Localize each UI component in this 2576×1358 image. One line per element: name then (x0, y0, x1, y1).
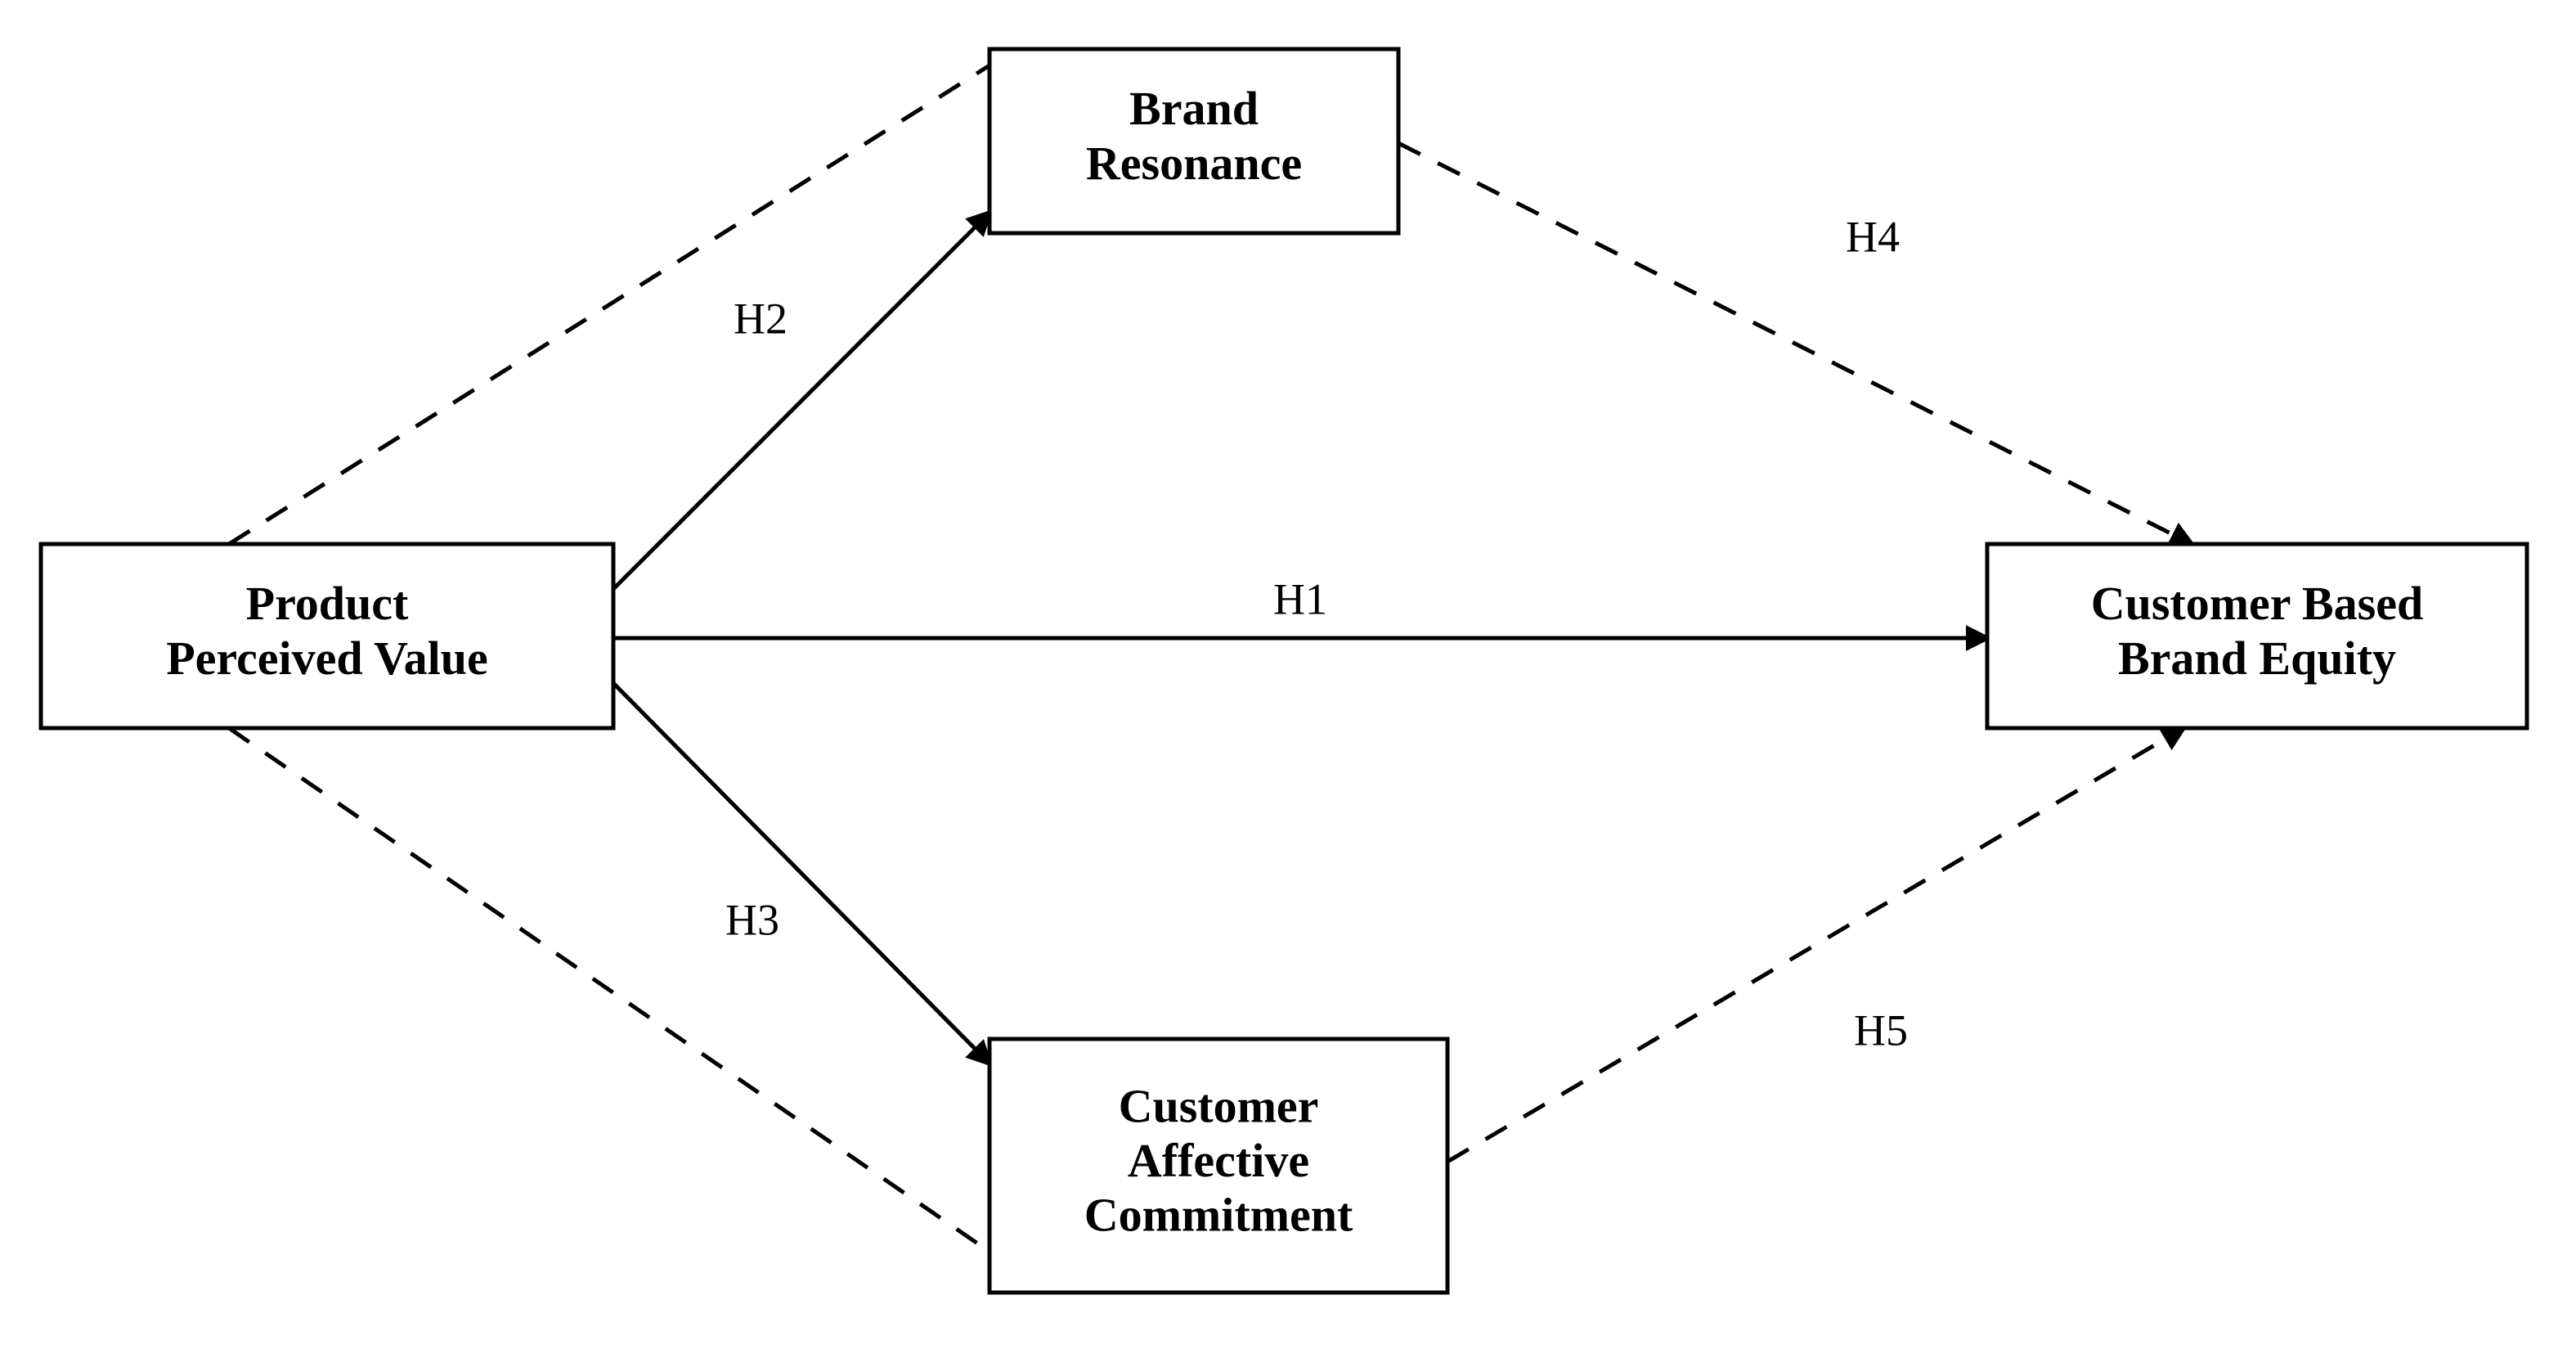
node-cac: CustomerAffectiveCommitment (990, 1039, 1447, 1293)
edge-label-h3: H3 (725, 895, 779, 944)
edge-h3 (613, 683, 990, 1063)
node-br: BrandResonance (990, 49, 1398, 233)
edge-dashed-ppv-cac (229, 728, 990, 1252)
edge-label-h5: H5 (1854, 1005, 1908, 1054)
edge-dashed-ppv-br (229, 65, 990, 544)
edge-h2 (613, 213, 990, 589)
node-ppv: ProductPerceived Value (41, 544, 613, 728)
edge-label-h2: H2 (734, 294, 788, 343)
node-label-cbbe: Customer BasedBrand Equity (2091, 577, 2424, 685)
nodes-layer: ProductPerceived Value BrandResonance Cust… (41, 49, 2527, 1293)
edge-h4 (1398, 143, 2192, 544)
node-cbbe: Customer BasedBrand Equity (1987, 544, 2527, 728)
edge-label-h4: H4 (1846, 212, 1900, 261)
edge-h5 (1447, 728, 2183, 1162)
edge-label-h1: H1 (1273, 574, 1327, 623)
